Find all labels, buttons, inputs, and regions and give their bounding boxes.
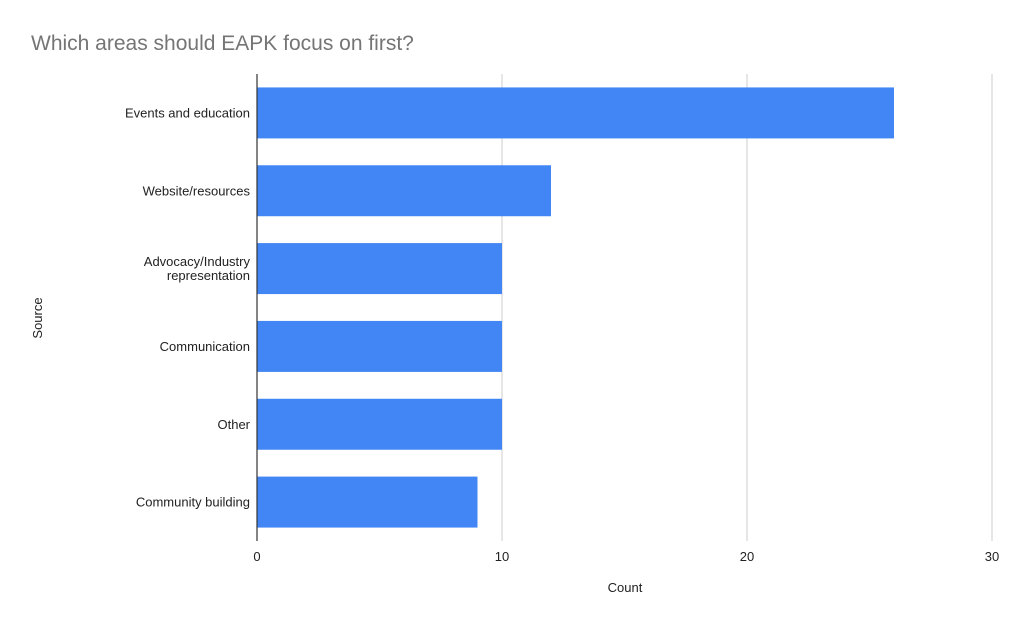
category-label-line: Events and education bbox=[125, 105, 250, 120]
category-label-line: Other bbox=[217, 417, 250, 432]
bar bbox=[257, 398, 502, 450]
x-tick-label: 30 bbox=[985, 549, 999, 564]
category-label: Advocacy/Industry representation bbox=[144, 254, 251, 283]
category-label-line: Communication bbox=[160, 339, 250, 354]
category-label: Communication bbox=[160, 339, 250, 354]
bar bbox=[257, 87, 894, 139]
chart-title: Which areas should EAPK focus on first? bbox=[31, 32, 414, 55]
category-label-line: representation bbox=[167, 268, 250, 283]
x-axis-title: Count bbox=[608, 580, 643, 595]
category-label: Events and education bbox=[125, 105, 250, 120]
bars bbox=[257, 87, 894, 528]
bar bbox=[257, 165, 551, 217]
x-tick-label: 20 bbox=[740, 549, 754, 564]
category-label-line: Community building bbox=[136, 495, 250, 510]
x-tick-labels: 0 10 20 30 bbox=[253, 549, 999, 564]
x-tick-label: 0 bbox=[253, 549, 260, 564]
y-axis-title: Source bbox=[30, 297, 45, 338]
category-labels: Events and education Website/resources Adv… bbox=[125, 105, 251, 509]
bar bbox=[257, 476, 478, 528]
gridlines bbox=[501, 74, 993, 541]
category-label: Other bbox=[217, 417, 250, 432]
category-label: Community building bbox=[136, 495, 250, 510]
category-label-line: Advocacy/Industry bbox=[144, 254, 251, 269]
category-label-line: Website/resources bbox=[143, 183, 251, 198]
category-label: Website/resources bbox=[143, 183, 251, 198]
bar bbox=[257, 320, 502, 372]
bar bbox=[257, 243, 502, 295]
x-tick-label: 10 bbox=[495, 549, 509, 564]
